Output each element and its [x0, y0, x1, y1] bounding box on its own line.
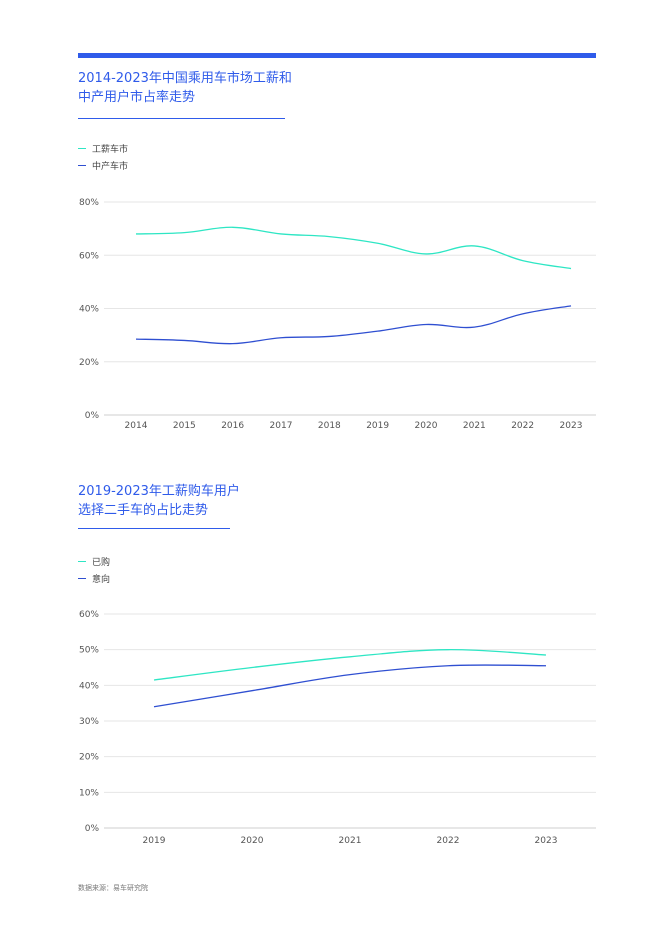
chart1-y-tick-label: 20%: [79, 358, 99, 368]
chart1-y-tick-label: 40%: [79, 305, 99, 315]
chart2-legend-swatch: [78, 560, 86, 563]
chart1-x-tick-label: 2017: [270, 421, 293, 431]
chart1-x-tick-label: 2019: [366, 421, 389, 431]
chart2-x-tick-label: 2020: [241, 836, 264, 846]
chart2-legend-item: 已购: [78, 553, 110, 570]
chart1-x-tick-label: 2015: [173, 421, 196, 431]
chart2-y-tick-label: 10%: [79, 788, 99, 798]
chart1-series-line-2: [135, 305, 572, 345]
chart1-x-tick-label: 2022: [511, 421, 534, 431]
chart1-title-underline: [78, 118, 285, 119]
chart2-x-tick-label: 2021: [339, 836, 362, 846]
chart2-series-line-1: [153, 649, 547, 681]
chart1-title-line1: 2014-2023年中国乘用车市场工薪和: [78, 71, 292, 86]
chart2-title-line1: 2019-2023年工薪购车用户: [78, 484, 240, 499]
chart2-legend-swatch: [78, 577, 86, 580]
chart2-title-line2: 选择二手车的占比走势: [78, 503, 209, 518]
chart2-legend-label: 意向: [92, 575, 111, 585]
chart2-legend-item: 意向: [78, 570, 110, 587]
chart2-title: 2019-2023年工薪购车用户 选择二手车的占比走势: [78, 482, 240, 520]
data-source-note: 数据来源：易车研究院: [78, 884, 148, 892]
chart2-y-tick-label: 30%: [79, 717, 99, 727]
chart2-y-tick-label: 60%: [79, 610, 99, 620]
top-accent-bar: [78, 53, 596, 58]
chart1-legend-item: 工薪车市: [78, 140, 128, 157]
chart2-x-tick-label: 2023: [535, 836, 558, 846]
chart1-legend: 工薪车市 中产车市: [78, 140, 128, 174]
chart2-y-tick-label: 40%: [79, 681, 99, 691]
chart1-series-line-1: [135, 226, 572, 270]
chart2-y-tick-label: 0%: [85, 824, 100, 834]
chart2-x-tick-label: 2022: [437, 836, 460, 846]
chart1-title-line2: 中产用户市占率走势: [78, 90, 196, 105]
chart1-x-tick-label: 2020: [415, 421, 438, 431]
chart2-y-tick-label: 20%: [79, 753, 99, 763]
chart2-legend-label: 已购: [92, 558, 111, 568]
chart2-legend: 已购 意向: [78, 553, 110, 587]
chart1-legend-swatch: [78, 164, 86, 167]
chart2-x-tick-label: 2019: [143, 836, 166, 846]
chart1-legend-swatch: [78, 147, 86, 150]
chart1-x-tick-label: 2018: [318, 421, 341, 431]
chart1-legend-item: 中产车市: [78, 157, 128, 174]
chart1-y-tick-label: 80%: [79, 198, 99, 208]
chart2-y-tick-label: 50%: [79, 646, 99, 656]
chart2-title-underline: [78, 528, 230, 529]
chart1-title: 2014-2023年中国乘用车市场工薪和 中产用户市占率走势: [78, 69, 292, 107]
chart1-legend-label: 中产车市: [92, 162, 129, 172]
chart1-y-tick-label: 60%: [79, 251, 99, 261]
chart2-series-line-2: [153, 664, 547, 708]
chart1-x-tick-label: 2016: [221, 421, 244, 431]
chart1-x-tick-label: 2014: [125, 421, 148, 431]
chart1-y-tick-label: 0%: [85, 411, 100, 421]
chart1-x-tick-label: 2021: [463, 421, 486, 431]
chart1-x-tick-label: 2023: [560, 421, 583, 431]
chart1-legend-label: 工薪车市: [92, 145, 129, 155]
